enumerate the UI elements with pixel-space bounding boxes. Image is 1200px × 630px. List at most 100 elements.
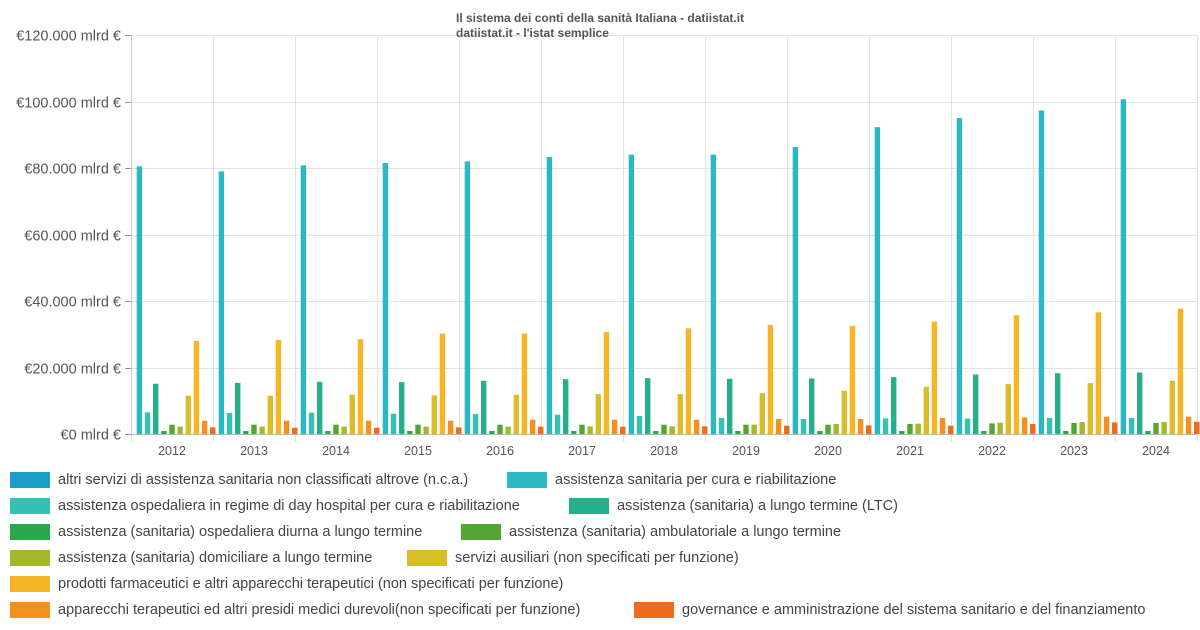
bar	[727, 378, 733, 434]
x-tick-label: 2012	[158, 444, 186, 458]
bar	[497, 424, 503, 434]
bar	[571, 431, 577, 434]
x-tick-label: 2013	[240, 444, 268, 458]
bar	[693, 419, 700, 434]
x-tick-label: 2015	[404, 444, 432, 458]
y-tick-label: €0 mlrd €	[61, 428, 121, 444]
legend-swatch	[10, 576, 50, 592]
bar	[161, 431, 167, 434]
legend-item[interactable]: assistenza (sanitaria) ambulatoriale a l…	[461, 522, 841, 542]
bar	[1030, 424, 1036, 434]
bar	[628, 154, 635, 434]
bar	[767, 324, 774, 434]
bar	[669, 426, 675, 434]
bar	[923, 386, 929, 434]
bar	[1153, 423, 1159, 434]
bar	[177, 426, 183, 434]
bar	[1185, 416, 1192, 434]
legend-item[interactable]: apparecchi terapeutici ed altri presidi …	[10, 600, 580, 620]
x-tick-label: 2024	[1142, 444, 1170, 458]
bar	[243, 431, 249, 434]
bar	[1013, 315, 1020, 434]
bar	[882, 418, 889, 434]
bar	[997, 422, 1003, 434]
bar	[226, 413, 233, 434]
bar	[529, 419, 536, 434]
bar	[201, 420, 208, 434]
legend-label: assistenza (sanitaria) ospedaliera diurn…	[58, 524, 423, 540]
legend-label: assistenza (sanitaria) a lungo termine (…	[617, 498, 898, 514]
bar	[144, 412, 151, 434]
bar	[1128, 418, 1135, 434]
bar	[743, 424, 749, 434]
legend-item[interactable]: assistenza ospedaliera in regime di day …	[10, 496, 520, 516]
bar	[456, 427, 462, 434]
bar	[735, 431, 741, 434]
bar	[653, 431, 659, 434]
bar	[759, 393, 765, 434]
bar	[1063, 431, 1069, 434]
bar	[464, 161, 471, 434]
bar	[710, 154, 717, 434]
chart-title-block: Il sistema dei conti della sanità Italia…	[456, 11, 744, 41]
bar	[685, 328, 692, 434]
legend-item[interactable]: prodotti farmaceutici e altri apparecchi…	[10, 574, 563, 594]
bar	[1095, 312, 1102, 434]
bar	[365, 420, 372, 434]
legend-item[interactable]: governance e amministrazione del sistema…	[634, 600, 1145, 620]
x-tick-label: 2019	[732, 444, 760, 458]
x-tick-label: 2022	[978, 444, 1006, 458]
legend-label: assistenza ospedaliera in regime di day …	[58, 498, 520, 514]
bar	[251, 424, 257, 434]
bar	[751, 424, 757, 434]
legend-label: altri servizi di assistenza sanitaria no…	[58, 472, 469, 488]
bar	[505, 426, 511, 434]
bar	[292, 427, 298, 434]
bar	[153, 383, 159, 434]
bar	[481, 380, 487, 434]
bar	[1120, 99, 1127, 435]
legend-item[interactable]: assistenza sanitaria per cura e riabilit…	[507, 470, 836, 490]
bar	[809, 378, 815, 434]
bar	[554, 414, 561, 434]
legend-item[interactable]: altri servizi di assistenza sanitaria no…	[10, 470, 468, 490]
x-tick-label: 2020	[814, 444, 842, 458]
bar	[439, 333, 446, 434]
bar	[1087, 383, 1093, 434]
bar	[579, 424, 585, 434]
legend-swatch	[10, 550, 50, 566]
bar	[981, 431, 987, 434]
legend-swatch	[10, 602, 50, 618]
bar	[169, 424, 175, 434]
legend-item[interactable]: assistenza (sanitaria) domiciliare a lun…	[10, 548, 372, 568]
bar	[300, 165, 307, 434]
chart-plot-area: €0 mlrd € €20.000 mlrd € €40.000 mlrd € €60…	[16, 29, 1200, 458]
bar	[563, 379, 569, 434]
bar	[1103, 416, 1110, 434]
bar	[899, 431, 905, 434]
bar	[800, 419, 807, 434]
legend-item[interactable]: assistenza (sanitaria) a lungo termine (…	[569, 496, 898, 516]
bar	[956, 118, 963, 435]
bar	[866, 425, 872, 434]
bar	[283, 420, 290, 434]
bar	[472, 414, 479, 434]
y-tick-label: €80.000 mlrd €	[24, 162, 121, 178]
bar	[1161, 422, 1167, 434]
bar	[1038, 110, 1045, 434]
legend-item[interactable]: servizi ausiliari (non specificati per f…	[407, 548, 739, 568]
y-tick-label: €60.000 mlrd €	[24, 229, 121, 245]
bar	[259, 426, 265, 434]
bar	[661, 424, 667, 434]
bar	[825, 424, 831, 434]
legend-label: apparecchi terapeutici ed altri presidi …	[58, 602, 581, 618]
bar	[587, 426, 593, 434]
bar	[1145, 431, 1151, 434]
bar	[193, 340, 200, 434]
legend-swatch	[10, 472, 50, 488]
bar	[964, 418, 971, 434]
chart-subtitle: datiistat.it - l'istat semplice	[456, 26, 609, 40]
bar	[423, 426, 429, 434]
legend-item[interactable]: assistenza (sanitaria) ospedaliera diurn…	[10, 522, 422, 542]
bar	[817, 431, 823, 434]
